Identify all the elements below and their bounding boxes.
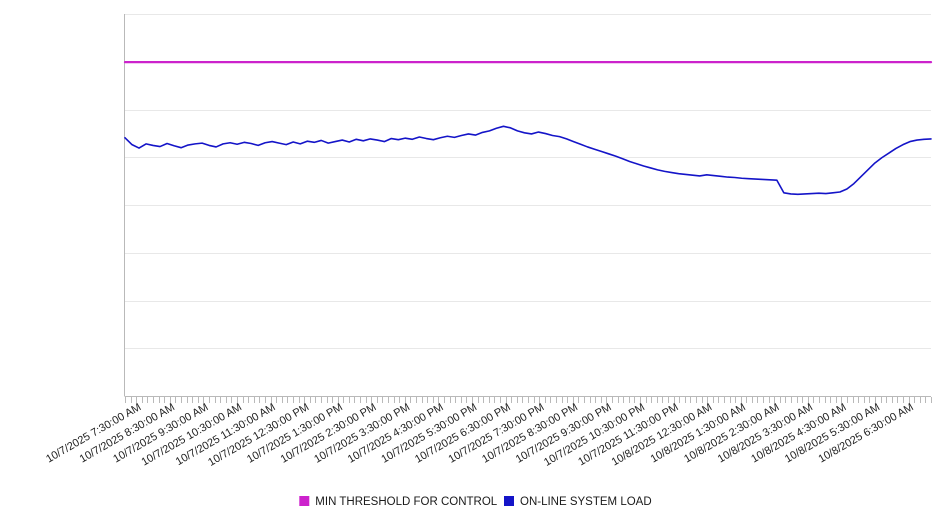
x-axis-minor-ticks xyxy=(125,397,932,403)
legend-label: MIN THRESHOLD FOR CONTROL xyxy=(315,496,497,508)
chart-legend: MIN THRESHOLD FOR CONTROL ON-LINE SYSTEM … xyxy=(299,496,652,508)
legend-item[interactable]: MIN THRESHOLD FOR CONTROL xyxy=(299,496,498,508)
legend-swatch-icon xyxy=(504,496,514,506)
series-on-line-system-load xyxy=(124,125,932,196)
legend-label: ON-LINE SYSTEM LOAD xyxy=(520,496,652,508)
legend-item[interactable]: ON-LINE SYSTEM LOAD xyxy=(504,496,652,508)
legend-swatch-icon xyxy=(299,496,310,506)
gridlines xyxy=(125,14,931,349)
